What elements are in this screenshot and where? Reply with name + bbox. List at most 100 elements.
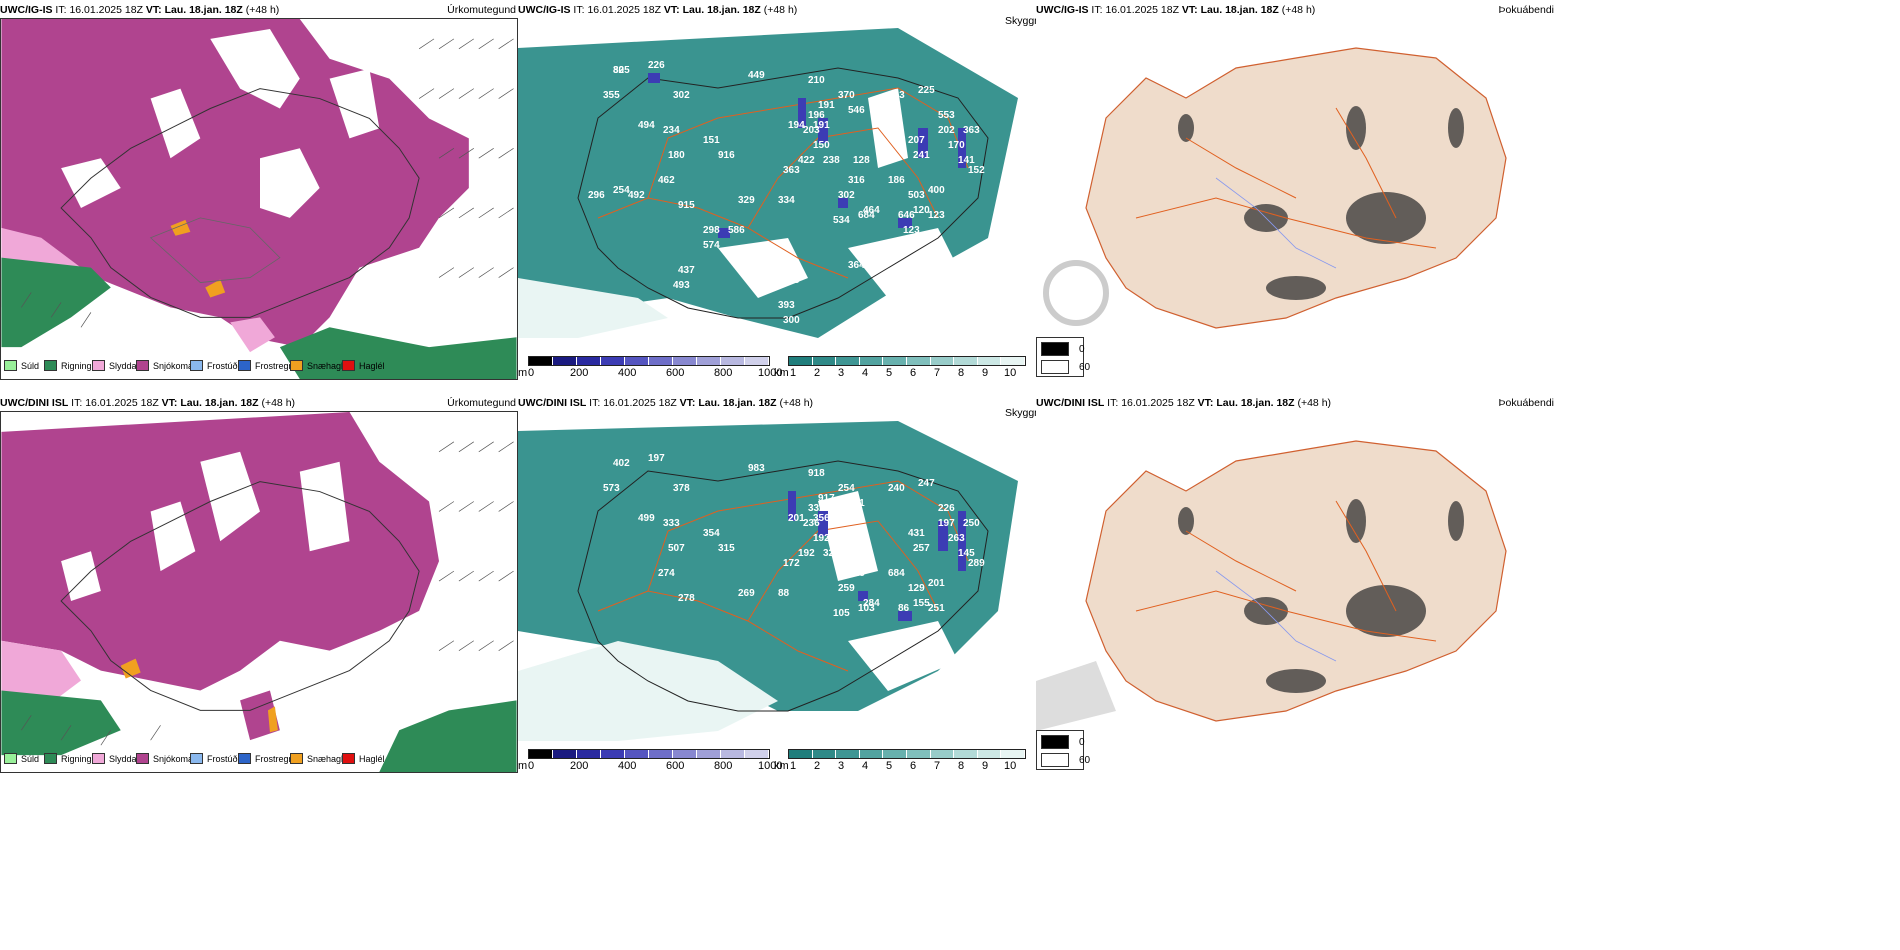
elevation-label: 129 [908,583,925,594]
elevation-label: 573 [603,483,620,494]
elevation-label: 196 [808,110,825,121]
unit-m: m [518,367,528,379]
model-name: UWC/IG-IS [1036,4,1089,16]
tick: 400 [618,367,637,379]
elevation-label: 332 [808,503,825,514]
elevation-label: 449 [748,70,765,81]
init-time-label: IT: [71,397,83,409]
elevation-label: 120 [913,205,930,216]
elevation-label: 422 [798,155,815,166]
elevation-ticks-top: m 0 200 400 600 800 1000 [518,367,782,381]
elevation-label: 123 [903,225,920,236]
tick: 4 [862,760,869,772]
elevation-label: 499 [638,513,655,524]
legend-label: Snæhagl [307,360,344,371]
legend-label: 0 [1079,736,1085,748]
elevation-label: 302 [838,190,855,201]
precip-type-panel-top: UWC/IG-IS IT: 16.01.2025 18Z VT: Lau. 18… [0,0,518,382]
elevation-label: 155 [913,598,930,609]
elevation-label: 328 [758,280,775,291]
tick: 6 [910,760,917,772]
elevation-label: 207 [908,135,925,146]
elevation-label: 151 [703,135,720,146]
unit-km: km [774,367,789,379]
fog-map-bottom [1036,411,1556,773]
elevation-colorbar-bottom [528,749,770,759]
tick: 600 [666,367,685,379]
elevation-label: 250 [963,518,980,529]
unit-km: km [774,760,789,772]
tick: 200 [570,367,589,379]
elevation-label: 370 [838,90,855,101]
lead-time: (+48 h) [261,397,296,409]
elevation-label: 241 [913,150,930,161]
tick: 10 [1004,760,1017,772]
elevation-label: 300 [783,315,800,326]
panel-title: Úrkomutegund [447,4,516,16]
model-name: UWC/DINI ISL [1036,397,1105,409]
visibility-ticks-top: km 1 2 3 4 5 6 7 8 9 10 [774,367,1036,381]
elevation-label: 194 [788,120,805,131]
elevation-label: 201 [928,578,945,589]
legend-label: 0 [1079,343,1085,355]
legend-label: Haglél [359,360,385,371]
tick: 9 [982,760,989,772]
elevation-label: 546 [848,105,865,116]
precip-type-panel-bottom: UWC/DINI ISL IT: 16.01.2025 18Z VT: Lau.… [0,393,518,775]
elevation-label: 150 [813,140,830,151]
elevation-label: 316 [848,175,865,186]
tick: 800 [714,760,733,772]
elevation-label: 123 [928,210,945,221]
elevation-label: 916 [718,150,735,161]
panel-title: Þokuábendi [1498,397,1554,409]
fog-panel-top: UWC/IG-IS IT: 16.01.2025 18Z VT: Lau. 18… [1036,0,1556,382]
panel-header: UWC/DINI ISL IT: 16.01.2025 18Z VT: Lau.… [518,397,1036,411]
init-time: 16.01.2025 18Z [1105,4,1179,16]
elevation-label: 464 [863,205,880,216]
elevation-label: 192 [813,533,830,544]
lead-time: (+48 h) [763,4,798,16]
legend-label: Slydda [109,753,137,764]
elevation-label: 534 [833,215,850,226]
elevation-label: 861 [848,498,865,509]
legend-label: Snjókoma [153,360,194,371]
elevation-label: 684 [888,568,905,579]
fog-panel-bottom: UWC/DINI ISL IT: 16.01.2025 18Z VT: Lau.… [1036,393,1556,775]
tick: 2 [814,367,821,379]
elevation-label: 494 [638,120,655,131]
init-time: 16.01.2025 18Z [587,4,661,16]
panel-header: UWC/DINI ISL IT: 16.01.2025 18Z VT: Lau.… [0,397,518,411]
elevation-label: 355 [603,90,620,101]
visibility-map-top: 305 226 355 302 494 234 180 462 915 151 916 449 210 1… [518,18,1036,348]
elevation-label: 274 [658,568,675,579]
elevation-label: 294 [853,548,870,559]
elevation-label: 210 [808,75,825,86]
elevation-label: 128 [853,155,870,166]
tick: 6 [910,367,917,379]
elevation-label: 192 [798,548,815,559]
visibility-ticks-bottom: km 1 2 3 4 5 6 7 8 9 10 [774,760,1036,774]
elevation-label: 917 [818,493,835,504]
elevation-label: 400 [928,185,945,196]
elevation-label: 503 [908,190,925,201]
elevation-label: 507 [668,543,685,554]
elevation-label: 202 [938,125,955,136]
elevation-label: 254 [613,185,630,196]
elevation-colorbar-top [528,356,770,366]
elevation-label: 247 [918,478,935,489]
elevation-label: 313 [888,90,905,101]
tick: 200 [570,760,589,772]
elevation-label: 402 [613,458,630,469]
visibility-title-top: Skyggni [1005,15,1043,27]
tick: 1000 [758,367,783,379]
legend-label: Frostúði [207,753,240,764]
valid-time: VT: Lau. 18.jan. 18Z [1181,4,1279,16]
elevation-label: 191 [813,120,830,131]
visibility-panel-bottom: UWC/DINI ISL IT: 16.01.2025 18Z VT: Lau.… [518,393,1036,775]
legend-label: 60 [1079,754,1091,766]
visibility-map-bottom: 402 197 573 378 499 333 507 274 278 354 315 983 918 9… [518,411,1036,741]
valid-time: VT: Lau. 18.jan. 18Z [145,4,243,16]
elevation-label: 493 [673,280,690,291]
tick: 8 [958,367,965,379]
elevation-label: 251 [928,603,945,614]
